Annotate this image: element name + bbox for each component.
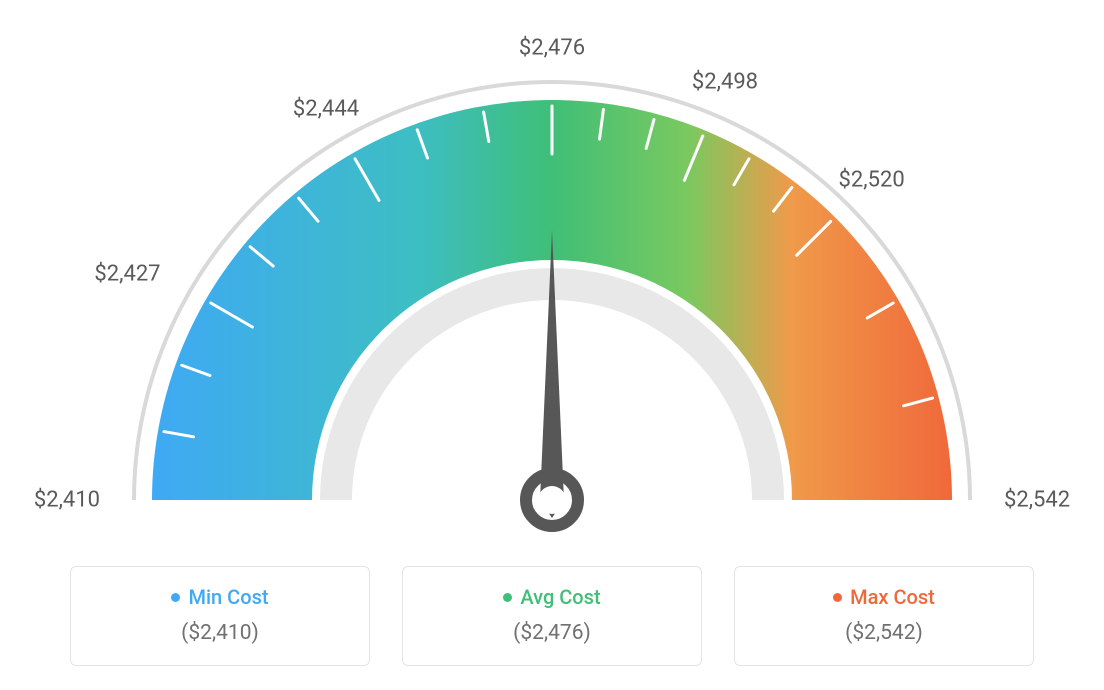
legend-row: Min Cost ($2,410) Avg Cost ($2,476) Max … [70,566,1034,666]
dot-icon [833,593,842,602]
legend-title-max: Max Cost [833,585,935,609]
dot-icon [503,593,512,602]
gauge-svg [102,20,1002,560]
gauge-tick-label: $2,498 [692,70,758,95]
gauge-tick-label: $2,542 [1004,488,1070,513]
legend-card-max: Max Cost ($2,542) [734,566,1034,666]
legend-card-min: Min Cost ($2,410) [70,566,370,666]
legend-title-text: Max Cost [850,585,935,609]
legend-title-text: Min Cost [188,585,268,609]
legend-title-avg: Avg Cost [503,585,600,609]
dot-icon [171,593,180,602]
gauge-tick-label: $2,520 [839,168,905,193]
legend-value-max: ($2,542) [735,621,1033,645]
legend-title-min: Min Cost [171,585,268,609]
gauge-tick-label: $2,444 [293,96,359,121]
gauge-tick-label: $2,476 [519,36,585,61]
legend-value-avg: ($2,476) [403,621,701,645]
legend-title-text: Avg Cost [520,585,600,609]
gauge-tick-label: $2,410 [34,488,100,513]
legend-value-min: ($2,410) [71,621,369,645]
gauge-chart: $2,410 $2,427 $2,444 $2,476 $2,498 $2,520 $2,5… [0,0,1104,550]
legend-card-avg: Avg Cost ($2,476) [402,566,702,666]
gauge-tick-label: $2,427 [94,262,160,287]
